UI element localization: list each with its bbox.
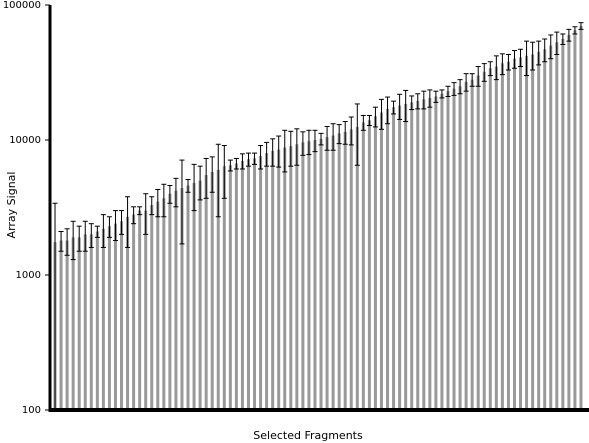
bar	[379, 112, 383, 411]
bar	[373, 116, 377, 411]
bar	[107, 226, 111, 410]
bar	[301, 142, 305, 411]
bar	[428, 97, 432, 410]
bar	[162, 198, 166, 410]
bar	[567, 34, 571, 410]
bar	[144, 210, 148, 410]
bar	[561, 38, 565, 410]
bar	[246, 159, 250, 410]
bar	[319, 138, 323, 410]
bar	[537, 51, 541, 410]
bar	[488, 68, 492, 411]
bar	[295, 144, 299, 410]
bar	[337, 133, 341, 410]
bar	[392, 107, 396, 410]
bar	[404, 103, 408, 410]
bar	[349, 129, 353, 410]
y-axis-label: Array Signal	[5, 172, 18, 239]
bar	[174, 190, 178, 410]
bar	[440, 93, 444, 410]
bar	[525, 55, 529, 410]
bar	[416, 100, 420, 410]
bar	[506, 61, 510, 410]
bar	[277, 149, 281, 410]
bar	[168, 193, 172, 410]
bar	[458, 86, 462, 410]
bar	[156, 201, 160, 410]
bar	[259, 156, 263, 410]
bar	[59, 240, 63, 410]
bar	[150, 205, 154, 410]
bar	[331, 135, 335, 410]
y-tick-label: 1000	[16, 270, 41, 281]
bar	[234, 163, 238, 410]
bar	[113, 223, 117, 410]
bar	[77, 237, 81, 410]
bar	[126, 216, 130, 410]
bar	[549, 45, 553, 411]
bar	[138, 210, 142, 410]
bar	[512, 58, 516, 411]
bar	[65, 240, 69, 410]
bar	[386, 108, 390, 410]
bar	[204, 175, 208, 410]
y-tick-label: 100	[22, 405, 41, 416]
bar	[500, 63, 504, 411]
bar	[240, 160, 244, 410]
bar	[470, 79, 474, 410]
bar	[446, 91, 450, 410]
bar	[101, 228, 105, 410]
bar	[325, 137, 329, 410]
bar	[307, 141, 311, 410]
y-tick-label: 10000	[9, 135, 41, 146]
bar	[422, 99, 426, 410]
bar	[367, 120, 371, 411]
bar	[180, 188, 184, 410]
bar	[464, 81, 468, 410]
bar	[83, 234, 87, 410]
bar	[95, 231, 99, 410]
bar	[283, 147, 287, 410]
bar	[198, 180, 202, 410]
bar	[573, 30, 577, 411]
bar	[265, 153, 269, 410]
bar	[192, 183, 196, 410]
bar	[186, 185, 190, 410]
bar	[355, 126, 359, 410]
bar	[216, 169, 220, 410]
bar	[71, 237, 75, 410]
bar	[519, 57, 523, 411]
bar	[482, 71, 486, 411]
bar	[579, 25, 583, 410]
bar	[253, 158, 257, 410]
bar	[343, 131, 347, 410]
bar	[289, 146, 293, 411]
bar	[222, 166, 226, 410]
bar	[120, 221, 124, 410]
bar	[434, 96, 438, 410]
bar	[271, 150, 275, 411]
bar	[476, 75, 480, 411]
bar	[398, 105, 402, 410]
bar	[494, 66, 498, 410]
bar	[555, 42, 559, 411]
bar	[531, 54, 535, 411]
y-tick-label: 100000	[3, 0, 41, 11]
bar	[543, 49, 547, 411]
bar	[210, 171, 214, 410]
bar	[410, 102, 414, 411]
bar	[132, 214, 136, 410]
x-axis-label: Selected Fragments	[253, 429, 363, 442]
bar	[361, 122, 365, 410]
bar	[313, 140, 317, 410]
bar	[89, 234, 93, 410]
bar	[452, 88, 456, 411]
bar	[228, 165, 232, 410]
